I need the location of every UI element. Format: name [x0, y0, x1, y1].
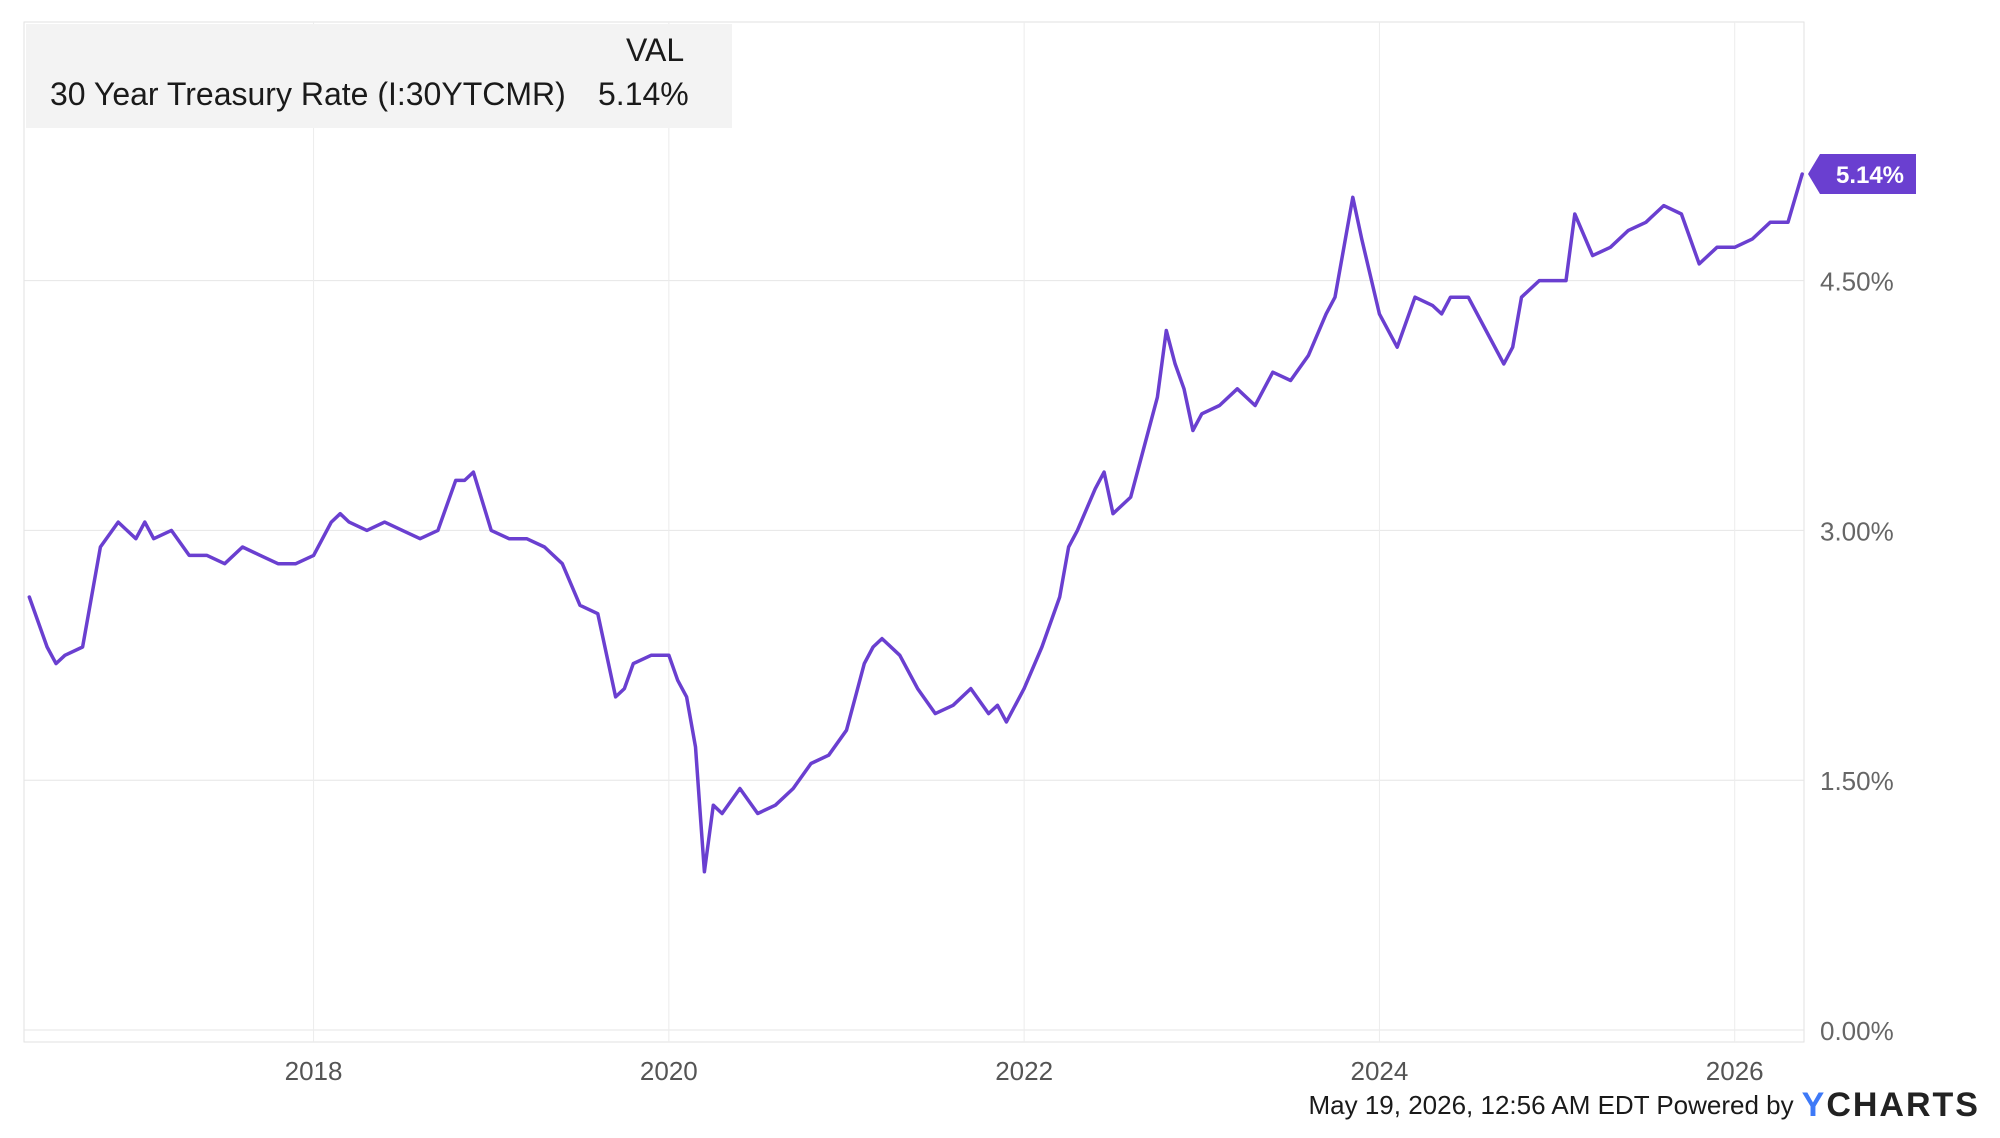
ycharts-logo-y: Y: [1801, 1086, 1827, 1124]
last-value-label: 5.14%: [1836, 162, 1904, 189]
footer-timestamp: May 19, 2026, 12:56 AM EDT Powered by: [1308, 1090, 1794, 1120]
legend-series-value: 5.14%: [598, 76, 689, 112]
ycharts-logo[interactable]: Y CHARTS: [1802, 1086, 1980, 1125]
y-tick-label: 3.00%: [1820, 516, 1894, 546]
last-value-flag: [1808, 154, 1916, 194]
y-tick-label: 1.50%: [1820, 766, 1894, 796]
legend-box: [26, 24, 732, 128]
x-tick-label: 2026: [1706, 1056, 1764, 1086]
series-line: [27, 172, 1804, 874]
legend-series-name: 30 Year Treasury Rate (I:30YTCMR): [50, 76, 566, 112]
ycharts-logo-text: CHARTS: [1826, 1086, 1980, 1124]
legend-header: VAL: [626, 32, 685, 68]
x-tick-label: 2024: [1351, 1056, 1409, 1086]
y-tick-label: 4.50%: [1820, 267, 1894, 297]
x-tick-label: 2018: [285, 1056, 343, 1086]
plot-frame: [23, 21, 1805, 1043]
x-tick-label: 2022: [995, 1056, 1053, 1086]
y-tick-label: 0.00%: [1820, 1016, 1894, 1046]
x-tick-label: 2020: [640, 1056, 698, 1086]
